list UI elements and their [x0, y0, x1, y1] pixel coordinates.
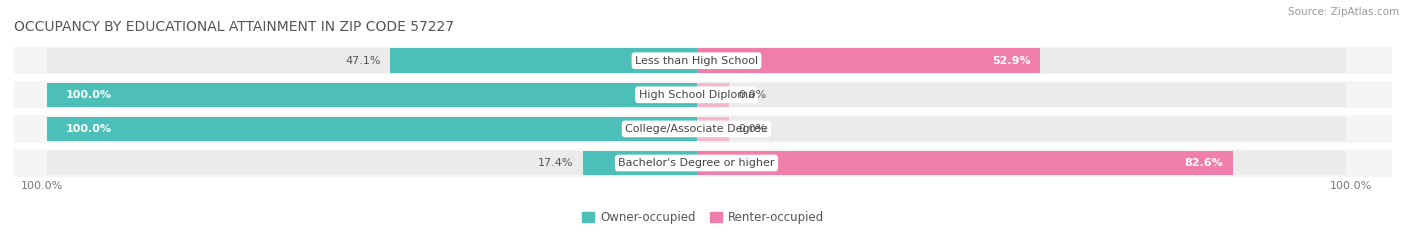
- Text: 52.9%: 52.9%: [993, 56, 1031, 66]
- Bar: [696, 48, 1347, 73]
- Bar: [696, 116, 1347, 141]
- Text: 100.0%: 100.0%: [1330, 181, 1372, 191]
- Bar: [14, 149, 1392, 177]
- Text: 82.6%: 82.6%: [1185, 158, 1223, 168]
- Bar: [696, 82, 728, 107]
- Text: 47.1%: 47.1%: [344, 56, 381, 66]
- Text: 100.0%: 100.0%: [66, 124, 112, 134]
- Text: Source: ZipAtlas.com: Source: ZipAtlas.com: [1288, 7, 1399, 17]
- Bar: [46, 48, 696, 73]
- Bar: [696, 151, 1347, 175]
- Bar: [583, 151, 696, 175]
- Bar: [696, 151, 1233, 175]
- Bar: [46, 116, 696, 141]
- Bar: [696, 82, 1347, 107]
- Legend: Owner-occupied, Renter-occupied: Owner-occupied, Renter-occupied: [578, 206, 828, 229]
- Text: 0.0%: 0.0%: [738, 124, 768, 134]
- Bar: [14, 47, 1392, 74]
- Text: 100.0%: 100.0%: [66, 90, 112, 100]
- Bar: [46, 116, 696, 141]
- Bar: [696, 48, 1040, 73]
- Bar: [696, 116, 728, 141]
- Bar: [14, 81, 1392, 108]
- Bar: [46, 82, 696, 107]
- Bar: [391, 48, 696, 73]
- Text: College/Associate Degree: College/Associate Degree: [626, 124, 768, 134]
- Text: 0.0%: 0.0%: [738, 90, 768, 100]
- Text: Less than High School: Less than High School: [636, 56, 758, 66]
- Text: 17.4%: 17.4%: [538, 158, 574, 168]
- Text: Bachelor's Degree or higher: Bachelor's Degree or higher: [619, 158, 775, 168]
- Bar: [46, 82, 696, 107]
- Bar: [46, 151, 696, 175]
- Bar: [14, 115, 1392, 143]
- Text: 100.0%: 100.0%: [21, 181, 63, 191]
- Text: OCCUPANCY BY EDUCATIONAL ATTAINMENT IN ZIP CODE 57227: OCCUPANCY BY EDUCATIONAL ATTAINMENT IN Z…: [14, 20, 454, 34]
- Text: High School Diploma: High School Diploma: [638, 90, 755, 100]
